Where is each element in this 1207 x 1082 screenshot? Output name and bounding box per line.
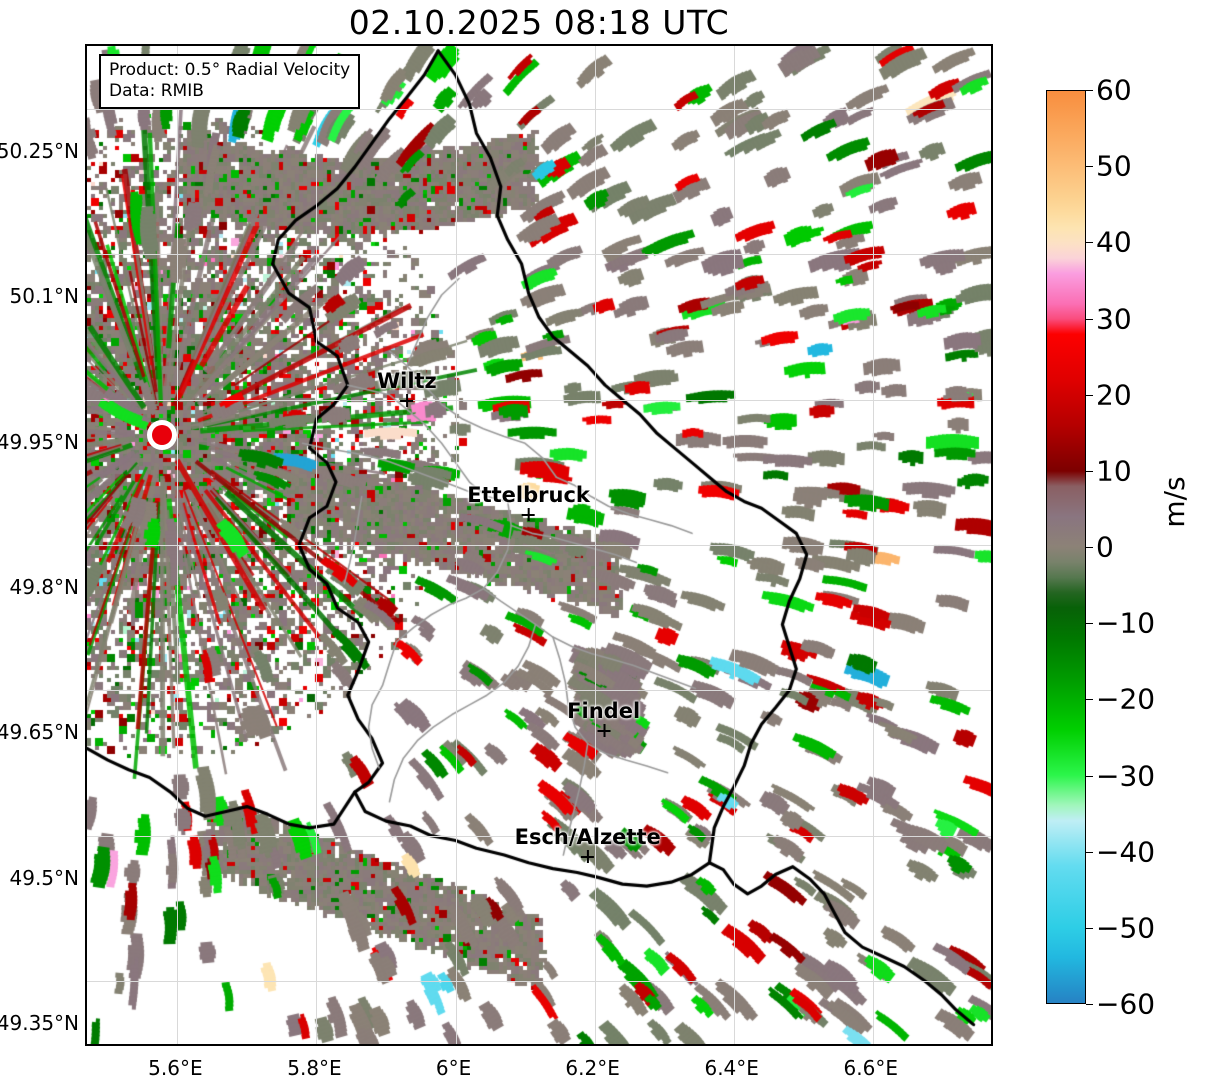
y-axis-tick-label: 49.5°N (9, 865, 80, 890)
colorbar-tick (1086, 851, 1093, 853)
colorbar-tick (1086, 699, 1093, 701)
gridline-horizontal (87, 690, 991, 692)
city-marker-esch-alzette: Esch/Alzette (515, 825, 661, 863)
plot-inner (87, 46, 991, 1044)
city-label: Findel (567, 699, 641, 724)
x-axis-tick-label: 6.6°E (843, 1056, 899, 1080)
colorbar-tick (1086, 166, 1093, 168)
x-axis-tick-label: 6.2°E (565, 1056, 620, 1080)
colorbar-tick-label: −10 (1096, 606, 1156, 640)
x-axis-tick-label: 6.4°E (704, 1056, 759, 1080)
city-label: Ettelbruck (467, 483, 590, 508)
colorbar-tick-label: −50 (1096, 911, 1156, 945)
radar-map-plot[interactable]: Product: 0.5° Radial Velocity Data: RMIB… (85, 44, 993, 1046)
y-axis-tick-label: 49.95°N (0, 429, 79, 454)
city-marker-wiltz: Wiltz (377, 369, 437, 407)
gridline-horizontal (87, 981, 991, 983)
colorbar-tick (1086, 470, 1093, 472)
gridline-vertical (733, 46, 735, 1044)
x-axis-tick-label: 6°E (435, 1056, 472, 1080)
colorbar-ticks: 60 50 40 30 20 10 0 −10 −20 −30 −40 −50 −60 (1086, 74, 1186, 1021)
gridline-horizontal (87, 835, 991, 837)
gridline-vertical (872, 46, 874, 1044)
gridline-horizontal (87, 108, 991, 110)
colorbar-tick (1086, 623, 1093, 625)
cross-marker-icon (400, 393, 414, 407)
city-marker-findel: Findel (567, 699, 641, 738)
colorbar-tick-label: 60 (1096, 73, 1132, 107)
product-info-box: Product: 0.5° Radial Velocity Data: RMIB (99, 54, 361, 109)
city-marker-ettelbruck: Ettelbruck (467, 483, 590, 522)
colorbar-tick-label: −20 (1096, 682, 1156, 716)
data-source-line: Data: RMIB (109, 81, 204, 101)
x-axis-tick-label: 5.6°E (148, 1056, 203, 1080)
x-axis: 5.6°E 5.8°E 6°E 6.2°E 6.4°E 6.6°E (85, 1048, 993, 1082)
colorbar-tick-label: 10 (1096, 454, 1132, 488)
colorbar-tick-label: 0 (1096, 530, 1114, 564)
colorbar-tick (1086, 242, 1093, 244)
colorbar-tick (1086, 775, 1093, 777)
colorbar-tick (1086, 927, 1093, 929)
colorbar-unit-label: m/s (1158, 476, 1191, 528)
colorbar-tick-label: −40 (1096, 835, 1156, 869)
cross-marker-icon (522, 508, 536, 522)
gridline-horizontal (87, 545, 991, 546)
cross-marker-icon (597, 724, 611, 738)
y-axis-tick-label: 50.25°N (0, 138, 79, 163)
colorbar-gradient (1047, 91, 1085, 1003)
y-axis-tick-label: 49.35°N (0, 1011, 79, 1036)
product-line: Product: 0.5° Radial Velocity (109, 60, 351, 80)
colorbar-tick (1086, 547, 1093, 548)
y-axis-tick-label: 49.65°N (0, 720, 79, 745)
city-label: Esch/Alzette (514, 824, 661, 849)
gridline-vertical (177, 46, 179, 1044)
cross-marker-icon (581, 849, 595, 863)
radar-site-marker (147, 419, 178, 450)
colorbar-tick (1086, 318, 1093, 320)
page-title: 02.10.2025 08:18 UTC (348, 3, 730, 42)
colorbar-tick-label: −30 (1096, 759, 1156, 792)
colorbar-tick-label: 40 (1096, 225, 1132, 259)
gridline-vertical (316, 46, 318, 1044)
colorbar-tick (1086, 90, 1093, 91)
colorbar (1046, 90, 1086, 1004)
colorbar-tick (1086, 394, 1093, 396)
colorbar-tick-label: 20 (1096, 378, 1132, 412)
gridline-vertical (594, 46, 596, 1044)
gridline-vertical (455, 46, 457, 1044)
colorbar-tick-label: 50 (1096, 149, 1132, 183)
colorbar-tick-label: −60 (1096, 987, 1156, 1021)
city-label: Wiltz (376, 368, 437, 393)
y-axis: 50.25°N 50.1°N 49.95°N 49.8°N 49.65°N 49.5°N 4… (0, 44, 80, 1046)
y-axis-tick-label: 50.1°N (9, 284, 80, 309)
colorbar-tick (1086, 1004, 1093, 1005)
y-axis-tick-label: 49.8°N (9, 575, 80, 599)
gridline-horizontal (87, 399, 991, 401)
colorbar-tick-label: 30 (1096, 302, 1132, 335)
gridline-horizontal (87, 254, 991, 256)
x-axis-tick-label: 5.8°E (287, 1056, 342, 1080)
